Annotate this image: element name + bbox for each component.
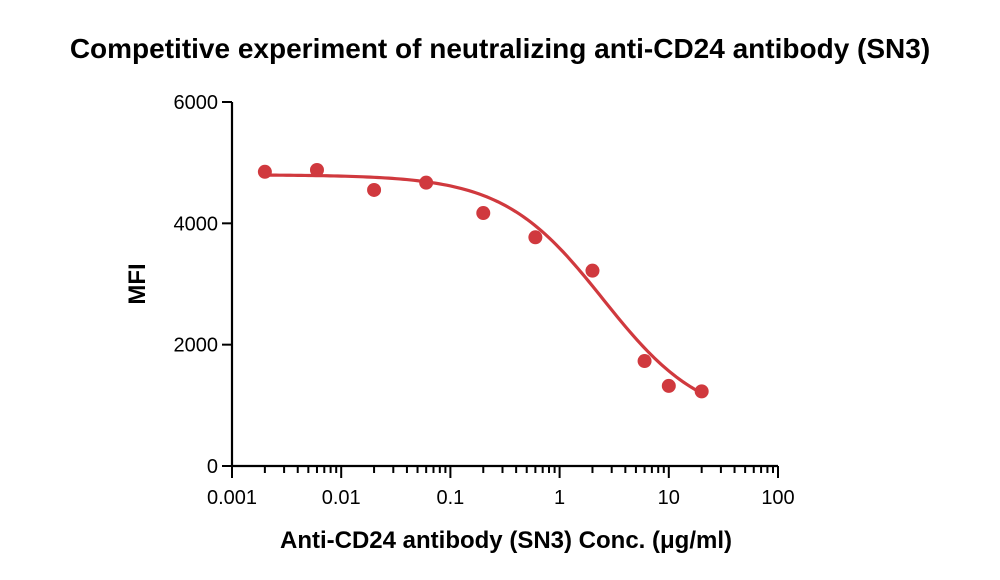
fit-curve-layer bbox=[263, 173, 704, 395]
fit-curve bbox=[263, 173, 704, 395]
y-tick-label: 4000 bbox=[174, 213, 219, 235]
x-tick-label: 0.01 bbox=[322, 487, 361, 509]
data-point bbox=[694, 384, 709, 399]
x-tick-label: 0.1 bbox=[436, 487, 464, 509]
x-tick-label: 0.001 bbox=[207, 487, 257, 509]
data-point bbox=[367, 182, 382, 197]
y-tick-label: 0 bbox=[207, 456, 218, 478]
data-point bbox=[257, 164, 272, 179]
y-tick-label: 6000 bbox=[174, 92, 219, 114]
data-point bbox=[309, 162, 324, 177]
data-point bbox=[528, 230, 543, 245]
data-point bbox=[637, 354, 652, 369]
data-point bbox=[419, 175, 434, 190]
data-points-layer bbox=[257, 162, 709, 399]
y-tick-label: 2000 bbox=[174, 335, 219, 357]
axes-group: 0 2000 4000 6000 0.001 0.01 0.1 1 10 100 bbox=[174, 92, 795, 509]
x-axis-label: Anti-CD24 antibody (SN3) Conc. (μg/ml) bbox=[280, 527, 732, 554]
data-point bbox=[476, 206, 491, 221]
data-point bbox=[585, 263, 600, 278]
x-tick-label: 100 bbox=[761, 487, 794, 509]
x-tick-label: 10 bbox=[658, 487, 680, 509]
x-tick-label: 1 bbox=[554, 487, 565, 509]
chart-title: Competitive experiment of neutralizing a… bbox=[70, 33, 930, 64]
data-point bbox=[661, 378, 676, 393]
y-axis-label: MFI bbox=[124, 263, 151, 304]
